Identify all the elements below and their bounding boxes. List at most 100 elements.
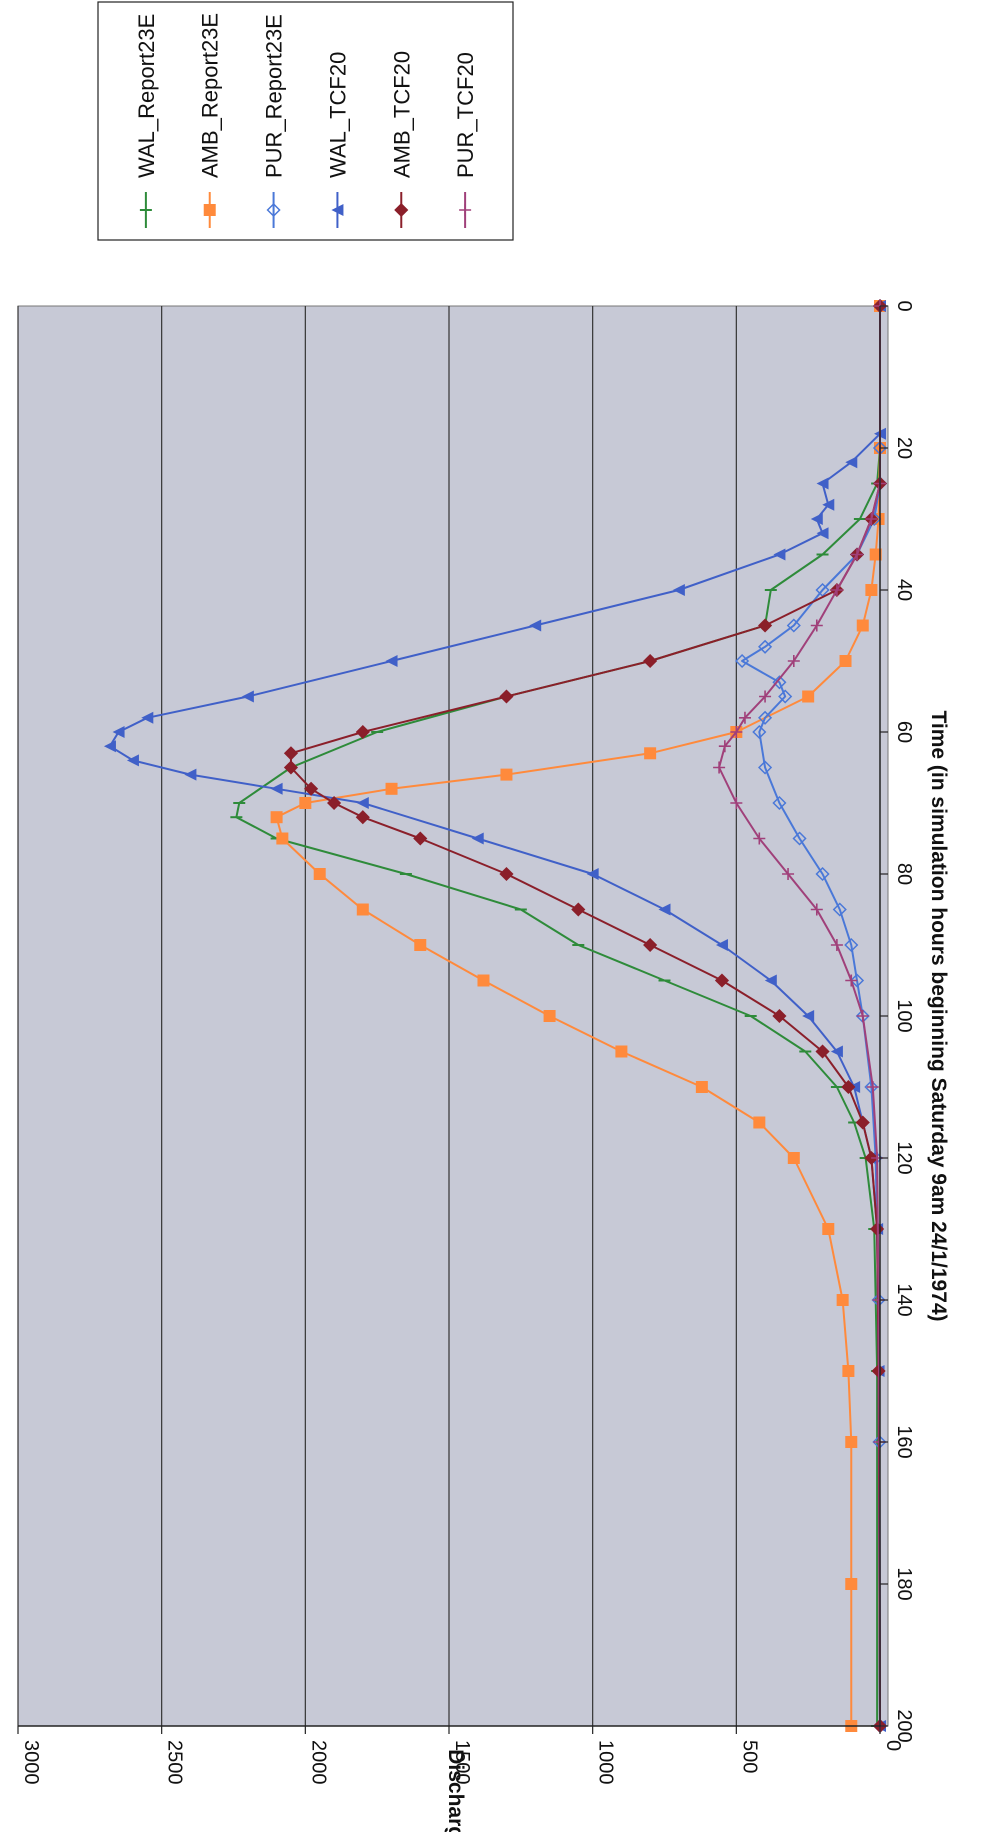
point-PUR_TCF20-9: [730, 726, 743, 738]
point-AMB_TCF20-11: [304, 781, 319, 796]
point-AMB_Report23E-27: [845, 1436, 858, 1448]
point-PUR_Report23E-15: [792, 831, 807, 846]
point-PUR_TCF20-4: [830, 584, 843, 596]
point-WAL_TCF20-3: [816, 477, 829, 490]
legend-marker-PUR_TCF20: [459, 204, 472, 216]
legend-label-PUR_TCF20: PUR_TCF20: [453, 52, 478, 178]
y-tick-label-500: 500: [738, 1740, 760, 1773]
point-WAL_TCF20-20: [586, 868, 599, 880]
point-WAL_TCF20-24: [802, 1010, 815, 1022]
point-PUR_Report23E-17: [832, 902, 847, 917]
point-AMB_TCF20-20: [815, 1044, 830, 1059]
y-tick-label-3000: 3000: [20, 1740, 42, 1785]
x-tick-label-160: 160: [893, 1425, 915, 1458]
point-AMB_Report23E-11: [385, 782, 398, 795]
point-AMB_Report23E-23: [787, 1152, 800, 1164]
legend-item-AMB_Report23E: AMB_Report23E: [198, 13, 223, 228]
point-AMB_TCF20-7: [499, 689, 514, 704]
y-tick-label-2000: 2000: [307, 1740, 329, 1785]
point-PUR_Report23E-19: [849, 973, 865, 988]
point-PUR_TCF20-18: [856, 1010, 869, 1022]
legend-item-WAL_TCF20: WAL_TCF20: [325, 52, 350, 228]
x-tick-label-20: 20: [893, 437, 915, 459]
legend-label-AMB_Report23E: AMB_Report23E: [198, 13, 223, 178]
point-AMB_Report23E-4: [865, 584, 878, 596]
point-AMB_Report23E-24: [822, 1223, 835, 1235]
point-PUR_TCF20-5: [810, 619, 823, 632]
point-PUR_TCF20-7: [759, 690, 772, 703]
point-AMB_Report23E-7: [802, 690, 815, 703]
point-AMB_Report23E-3: [869, 548, 882, 561]
point-PUR_Report23E-6: [786, 618, 801, 633]
legend-marker-WAL_TCF20: [331, 204, 344, 216]
point-WAL_TCF20-7: [773, 548, 786, 561]
point-AMB_Report23E-12: [299, 797, 312, 809]
point-AMB_TCF20-6: [643, 653, 658, 669]
plot-area: [17, 305, 889, 1727]
point-WAL_TCF20-5: [810, 513, 823, 525]
point-WAL_TCF20-16: [184, 768, 197, 781]
series-line-WAL_Report23E: [235, 306, 881, 1726]
series-line-PUR_TCF20: [718, 306, 881, 1727]
point-WAL_TCF20-6: [816, 527, 829, 540]
x-tick-label-100: 100: [893, 999, 915, 1032]
point-AMB_Report23E-6: [839, 655, 852, 667]
point-AMB_Report23E-26: [842, 1365, 855, 1377]
point-AMB_TCF20-22: [855, 1115, 870, 1130]
point-AMB_Report23E-22: [753, 1116, 766, 1129]
point-AMB_Report23E-5: [856, 619, 869, 632]
point-PUR_Report23E-18: [844, 937, 859, 953]
point-AMB_Report23E-15: [313, 868, 326, 880]
point-AMB_TCF20-13: [355, 810, 370, 825]
series-layer: [103, 298, 888, 1734]
point-PUR_Report23E-13: [758, 760, 773, 775]
point-WAL_TCF20-4: [822, 498, 835, 511]
point-PUR_Report23E-21: [864, 1079, 879, 1095]
point-AMB_Report23E-28: [845, 1578, 858, 1590]
legend-item-AMB_TCF20: AMB_TCF20: [389, 51, 414, 228]
point-PUR_TCF20-10: [718, 740, 731, 753]
point-WAL_TCF20-14: [103, 740, 116, 753]
x-axis-title: Time (in simulation hours beginning Satu…: [927, 710, 950, 1321]
point-PUR_TCF20-13: [753, 832, 766, 845]
point-WAL_TCF20-13: [112, 726, 125, 738]
legend-label-PUR_Report23E: PUR_Report23E: [262, 14, 287, 178]
point-AMB_TCF20-18: [714, 973, 730, 988]
y-tick-label-1500: 1500: [451, 1740, 473, 1785]
point-WAL_TCF20-9: [529, 619, 542, 632]
x-tick-label-0: 0: [893, 300, 915, 311]
x-tick-label-140: 140: [893, 1283, 915, 1316]
x-tick-label-120: 120: [893, 1141, 915, 1174]
point-WAL_TCF20-15: [126, 754, 139, 767]
point-WAL_TCF20-22: [715, 939, 728, 951]
point-AMB_TCF20-12: [327, 795, 342, 811]
point-PUR_TCF20-17: [845, 974, 858, 987]
legend-item-PUR_Report23E: PUR_Report23E: [262, 14, 287, 228]
legend-label-WAL_Report23E: WAL_Report23E: [134, 14, 159, 178]
point-PUR_TCF20-12: [730, 797, 743, 809]
y-tick-label-2500: 2500: [164, 1740, 186, 1785]
point-AMB_Report23E-14: [276, 832, 289, 845]
point-AMB_TCF20-10: [283, 760, 299, 775]
point-WAL_TCF20-12: [141, 711, 154, 724]
point-PUR_Report23E-16: [815, 866, 830, 882]
point-PUR_Report23E-10: [778, 689, 793, 704]
point-WAL_TCF20-25: [830, 1045, 843, 1058]
point-WAL_TCF20-21: [658, 903, 671, 916]
point-PUR_Report23E-8: [735, 653, 750, 669]
point-PUR_Report23E-12: [752, 724, 767, 740]
point-AMB_Report23E-18: [477, 974, 490, 987]
point-WAL_TCF20-19: [471, 832, 484, 845]
point-PUR_TCF20-14: [782, 868, 795, 880]
point-AMB_Report23E-10: [500, 768, 513, 781]
point-PUR_Report23E-7: [758, 639, 773, 654]
y-tick-label-1000: 1000: [595, 1740, 617, 1785]
y-axis-title: Discharge: [444, 1749, 467, 1832]
point-AMB_TCF20-8: [355, 724, 370, 740]
point-AMB_Report23E-13: [270, 811, 283, 824]
point-AMB_TCF20-19: [772, 1008, 787, 1024]
x-tick-label-200: 200: [893, 1709, 915, 1742]
point-AMB_Report23E-17: [414, 939, 427, 951]
point-WAL_TCF20-11: [241, 690, 254, 703]
